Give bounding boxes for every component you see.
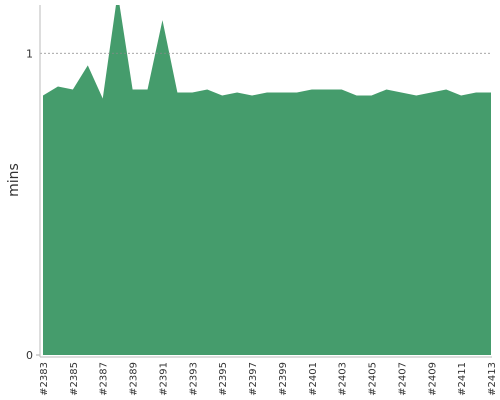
x-tick-label: #2385 [69,362,80,396]
x-tick-label: #2413 [487,362,498,396]
x-tick-label: #2391 [158,362,169,396]
y-tick-label: 1 [26,47,33,60]
x-tick-label: #2393 [188,362,199,396]
x-tick-label: #2383 [39,362,50,396]
x-tick-label: #2409 [427,362,438,396]
x-tick-label: #2403 [338,362,349,396]
x-tick-label: #2401 [308,362,319,396]
x-tick-label: #2407 [397,362,408,396]
y-tick-label: 0 [26,349,33,362]
x-tick-label: #2399 [278,362,289,396]
x-tick-label: #2387 [99,362,110,396]
y-axis-label: mins [6,163,22,197]
area [43,5,491,355]
x-tick-label: #2395 [218,362,229,396]
x-tick-label: #2405 [368,362,379,396]
x-tick-label: #2411 [457,362,468,396]
x-tick-label: #2389 [129,362,140,396]
x-tick-label: #2397 [248,362,259,396]
